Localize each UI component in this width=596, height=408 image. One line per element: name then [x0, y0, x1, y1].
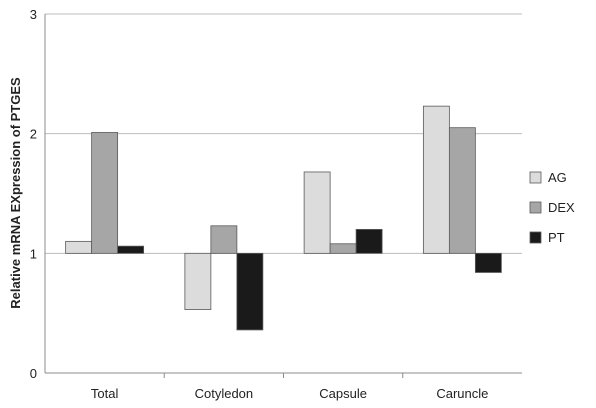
legend: AG DEX PT [529, 170, 575, 245]
bar-ag [303, 171, 331, 254]
y-tick-label: 0 [30, 366, 37, 381]
bar-ag [184, 252, 212, 310]
x-tick-label: Capsule [319, 386, 367, 401]
x-tick-label: Caruncle [436, 386, 488, 401]
axes: 0 1 2 3 Total Cotyledon Capsule Caruncle [30, 7, 522, 401]
y-tick-label: 1 [30, 246, 37, 261]
legend-swatch [529, 201, 542, 214]
bar-ag [65, 240, 93, 254]
legend-label: PT [548, 230, 565, 245]
bar-pt [474, 252, 502, 273]
x-tick-label: Cotyledon [195, 386, 254, 401]
legend-label: DEX [548, 200, 575, 215]
x-tick-label: Total [91, 386, 119, 401]
legend-label: AG [548, 170, 567, 185]
bar-dex [448, 127, 476, 254]
legend-swatch [529, 231, 542, 244]
bars [65, 105, 502, 331]
y-tick-label: 3 [30, 7, 37, 22]
y-axis-label: Relative mRNA EXpression of PTGES [8, 77, 23, 309]
bar-pt [355, 228, 383, 254]
legend-swatch [529, 171, 542, 184]
bar-pt [117, 245, 145, 254]
bar-dex [329, 243, 357, 254]
bar-dex [210, 225, 238, 254]
bar-pt [236, 252, 264, 331]
bar-ag [422, 105, 450, 254]
bar-dex [91, 132, 119, 254]
y-tick-label: 2 [30, 127, 37, 142]
